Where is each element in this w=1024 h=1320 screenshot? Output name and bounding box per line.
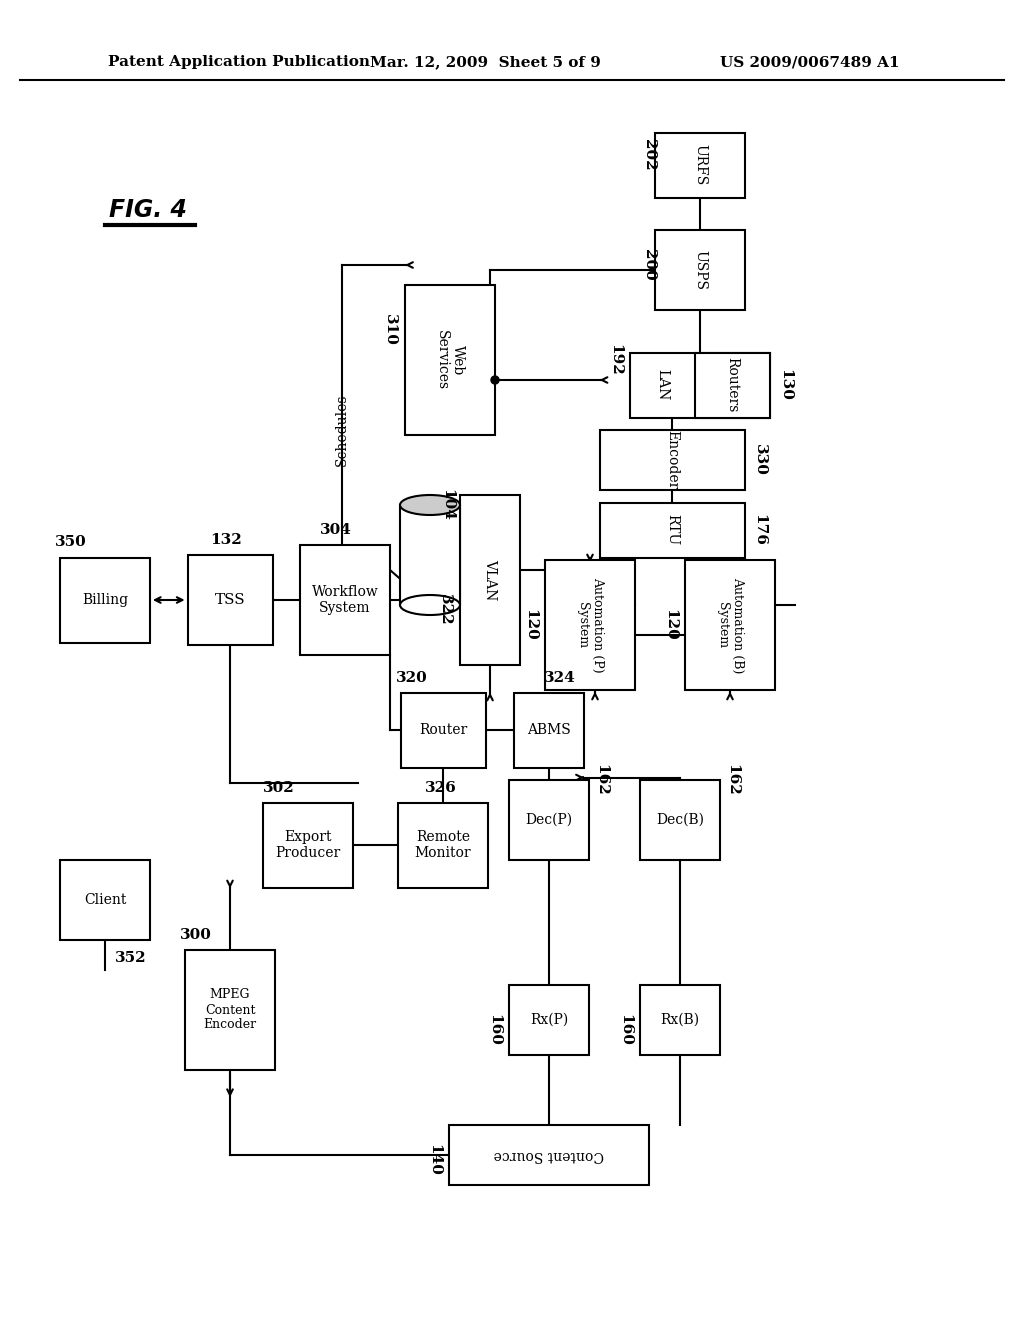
Text: Workflow
System: Workflow System xyxy=(311,585,379,615)
Text: Schedules: Schedules xyxy=(335,393,349,466)
Text: USPS: USPS xyxy=(693,249,707,290)
FancyBboxPatch shape xyxy=(599,503,744,557)
FancyBboxPatch shape xyxy=(509,780,589,861)
Text: Billing: Billing xyxy=(82,593,128,607)
FancyBboxPatch shape xyxy=(640,780,720,861)
Text: 162: 162 xyxy=(725,764,739,796)
Text: Content Source: Content Source xyxy=(494,1148,604,1162)
Circle shape xyxy=(490,376,499,384)
Text: Encoder: Encoder xyxy=(665,430,679,490)
Text: 350: 350 xyxy=(55,536,87,549)
Text: 140: 140 xyxy=(427,1144,441,1176)
FancyBboxPatch shape xyxy=(509,985,589,1055)
Text: Remote
Monitor: Remote Monitor xyxy=(415,830,471,861)
Text: Rx(P): Rx(P) xyxy=(529,1012,568,1027)
FancyBboxPatch shape xyxy=(406,285,495,436)
FancyBboxPatch shape xyxy=(599,430,744,490)
FancyBboxPatch shape xyxy=(514,693,584,767)
Text: Mar. 12, 2009  Sheet 5 of 9: Mar. 12, 2009 Sheet 5 of 9 xyxy=(370,55,601,69)
Text: 160: 160 xyxy=(618,1014,632,1045)
FancyBboxPatch shape xyxy=(400,693,485,767)
Text: 132: 132 xyxy=(210,533,242,546)
Text: US 2009/0067489 A1: US 2009/0067489 A1 xyxy=(720,55,900,69)
Text: Dec(P): Dec(P) xyxy=(525,813,572,828)
Text: Routers: Routers xyxy=(725,358,739,413)
Text: 104: 104 xyxy=(440,490,454,521)
Text: MPEG
Content
Encoder: MPEG Content Encoder xyxy=(204,989,257,1031)
Text: 326: 326 xyxy=(425,780,457,795)
Text: Dec(B): Dec(B) xyxy=(656,813,705,828)
FancyBboxPatch shape xyxy=(640,985,720,1055)
Text: 192: 192 xyxy=(608,345,622,376)
Text: 130: 130 xyxy=(778,370,792,401)
Text: 160: 160 xyxy=(487,1014,501,1045)
FancyBboxPatch shape xyxy=(60,557,150,643)
FancyBboxPatch shape xyxy=(449,1125,649,1185)
Text: Web
Services: Web Services xyxy=(435,330,465,391)
FancyBboxPatch shape xyxy=(695,352,770,417)
FancyBboxPatch shape xyxy=(545,560,635,690)
Text: FIG. 4: FIG. 4 xyxy=(109,198,187,222)
Text: 176: 176 xyxy=(753,513,767,546)
Ellipse shape xyxy=(400,595,460,615)
FancyBboxPatch shape xyxy=(185,950,275,1071)
Text: 324: 324 xyxy=(544,671,575,685)
Text: 120: 120 xyxy=(663,609,677,642)
Text: Automation (B)
System: Automation (B) System xyxy=(716,577,744,673)
FancyBboxPatch shape xyxy=(60,861,150,940)
Text: 300: 300 xyxy=(180,928,212,942)
Text: Router: Router xyxy=(419,723,467,737)
Text: VLAN: VLAN xyxy=(483,560,497,601)
Ellipse shape xyxy=(400,495,460,515)
Text: 162: 162 xyxy=(594,764,608,796)
FancyBboxPatch shape xyxy=(685,560,775,690)
FancyBboxPatch shape xyxy=(398,803,488,887)
FancyBboxPatch shape xyxy=(400,506,460,605)
FancyBboxPatch shape xyxy=(300,545,390,655)
Text: Rx(B): Rx(B) xyxy=(660,1012,699,1027)
Text: 310: 310 xyxy=(383,314,397,346)
Text: 304: 304 xyxy=(319,523,352,537)
Text: 320: 320 xyxy=(395,671,427,685)
Text: Patent Application Publication: Patent Application Publication xyxy=(108,55,370,69)
Text: Automation (P)
System: Automation (P) System xyxy=(575,577,604,673)
Text: 200: 200 xyxy=(642,249,656,281)
Text: 352: 352 xyxy=(115,950,146,965)
Text: 302: 302 xyxy=(263,780,295,795)
FancyBboxPatch shape xyxy=(460,495,520,665)
FancyBboxPatch shape xyxy=(655,132,745,198)
Text: LAN: LAN xyxy=(655,370,669,401)
FancyBboxPatch shape xyxy=(263,803,353,887)
Text: 120: 120 xyxy=(523,609,537,642)
Text: URFS: URFS xyxy=(693,144,707,186)
Text: ABMS: ABMS xyxy=(527,723,570,737)
FancyBboxPatch shape xyxy=(655,230,745,310)
FancyBboxPatch shape xyxy=(630,352,770,417)
Text: Export
Producer: Export Producer xyxy=(275,830,341,861)
Text: 330: 330 xyxy=(753,444,767,477)
Text: 322: 322 xyxy=(438,594,452,626)
Text: Client: Client xyxy=(84,894,126,907)
Text: 202: 202 xyxy=(642,139,656,170)
Text: TSS: TSS xyxy=(215,593,246,607)
FancyBboxPatch shape xyxy=(187,554,272,645)
Text: RTU: RTU xyxy=(665,515,679,545)
